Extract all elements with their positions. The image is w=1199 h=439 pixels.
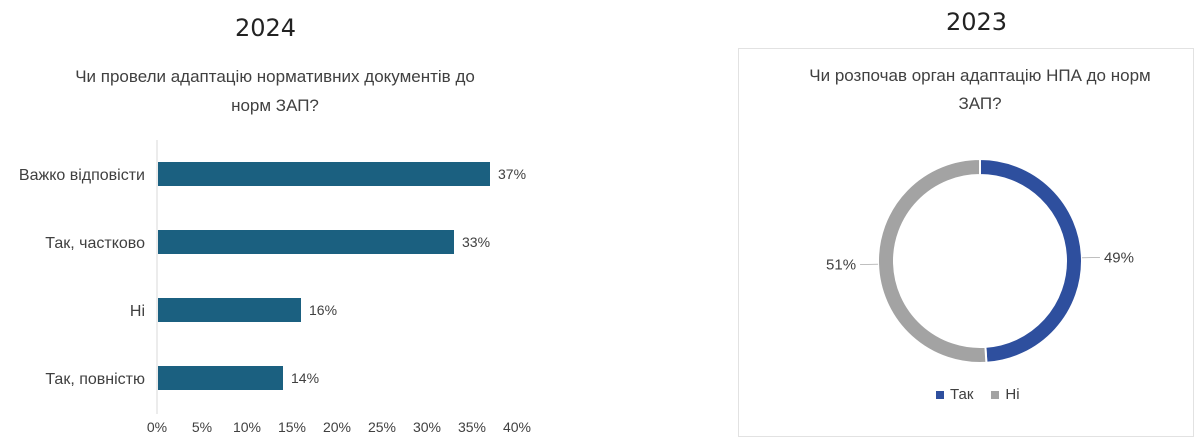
x-tick-label: 25%: [368, 419, 396, 435]
donut-chart-title: Чи розпочав орган адаптацію НПА до норм …: [770, 62, 1190, 118]
year-2023-label: 2023: [946, 8, 1008, 36]
x-tick-label: 20%: [323, 419, 351, 435]
donut-slice-tak: [979, 157, 1083, 364]
bar-data-label: 33%: [462, 234, 490, 250]
x-tick-label: 40%: [503, 419, 531, 435]
donut-slice-ni: [877, 157, 988, 364]
bar-category-label: Так, повністю: [45, 371, 145, 388]
donut-chart-frame: [738, 48, 1194, 437]
donut-data-label: 49%: [1104, 249, 1134, 266]
x-tick-label: 5%: [192, 419, 212, 435]
bar-chart-title-line-2: норм ЗАП?: [231, 96, 319, 115]
donut-chart-title-line-1: Чи розпочав орган адаптацію НПА до норм: [809, 66, 1151, 85]
bar-chart: Важко відповісти 37% Так, частково 33% Ні 16%…: [19, 140, 531, 435]
x-tick-label: 30%: [413, 419, 441, 435]
legend-swatch-tak: [936, 390, 944, 399]
bar-data-label: 16%: [309, 302, 337, 318]
x-tick-label: 0%: [147, 419, 167, 435]
x-tick-label: 35%: [458, 419, 486, 435]
bar: [158, 366, 283, 390]
bar-category-label: Ні: [130, 303, 145, 320]
legend-label-tak: Так: [950, 386, 974, 403]
bar: [158, 162, 490, 186]
bar: [158, 298, 301, 322]
legend-item-tak: Так: [936, 386, 973, 403]
x-tick-label: 10%: [233, 419, 261, 435]
bar-chart-title: Чи провели адаптацію нормативних докумен…: [40, 62, 510, 120]
donut-chart: 49% 51%: [826, 157, 1134, 364]
legend-label-ni: Ні: [1005, 386, 1020, 403]
bar-category-label: Важко відповісти: [19, 167, 145, 184]
donut-chart-title-line-2: ЗАП?: [958, 94, 1002, 113]
donut-legend: Так Ні: [936, 386, 1020, 403]
bar-chart-title-line-1: Чи провели адаптацію нормативних докумен…: [75, 67, 475, 86]
bar: [158, 230, 454, 254]
legend-item-ni: Ні: [991, 386, 1020, 403]
bar-data-label: 14%: [291, 370, 319, 386]
donut-data-label: 51%: [826, 257, 856, 274]
legend-swatch-ni: [991, 390, 1000, 399]
year-2024-label: 2024: [235, 14, 297, 42]
bar-data-label: 37%: [498, 166, 526, 182]
x-tick-label: 15%: [278, 419, 306, 435]
bar-category-label: Так, частково: [45, 235, 145, 252]
